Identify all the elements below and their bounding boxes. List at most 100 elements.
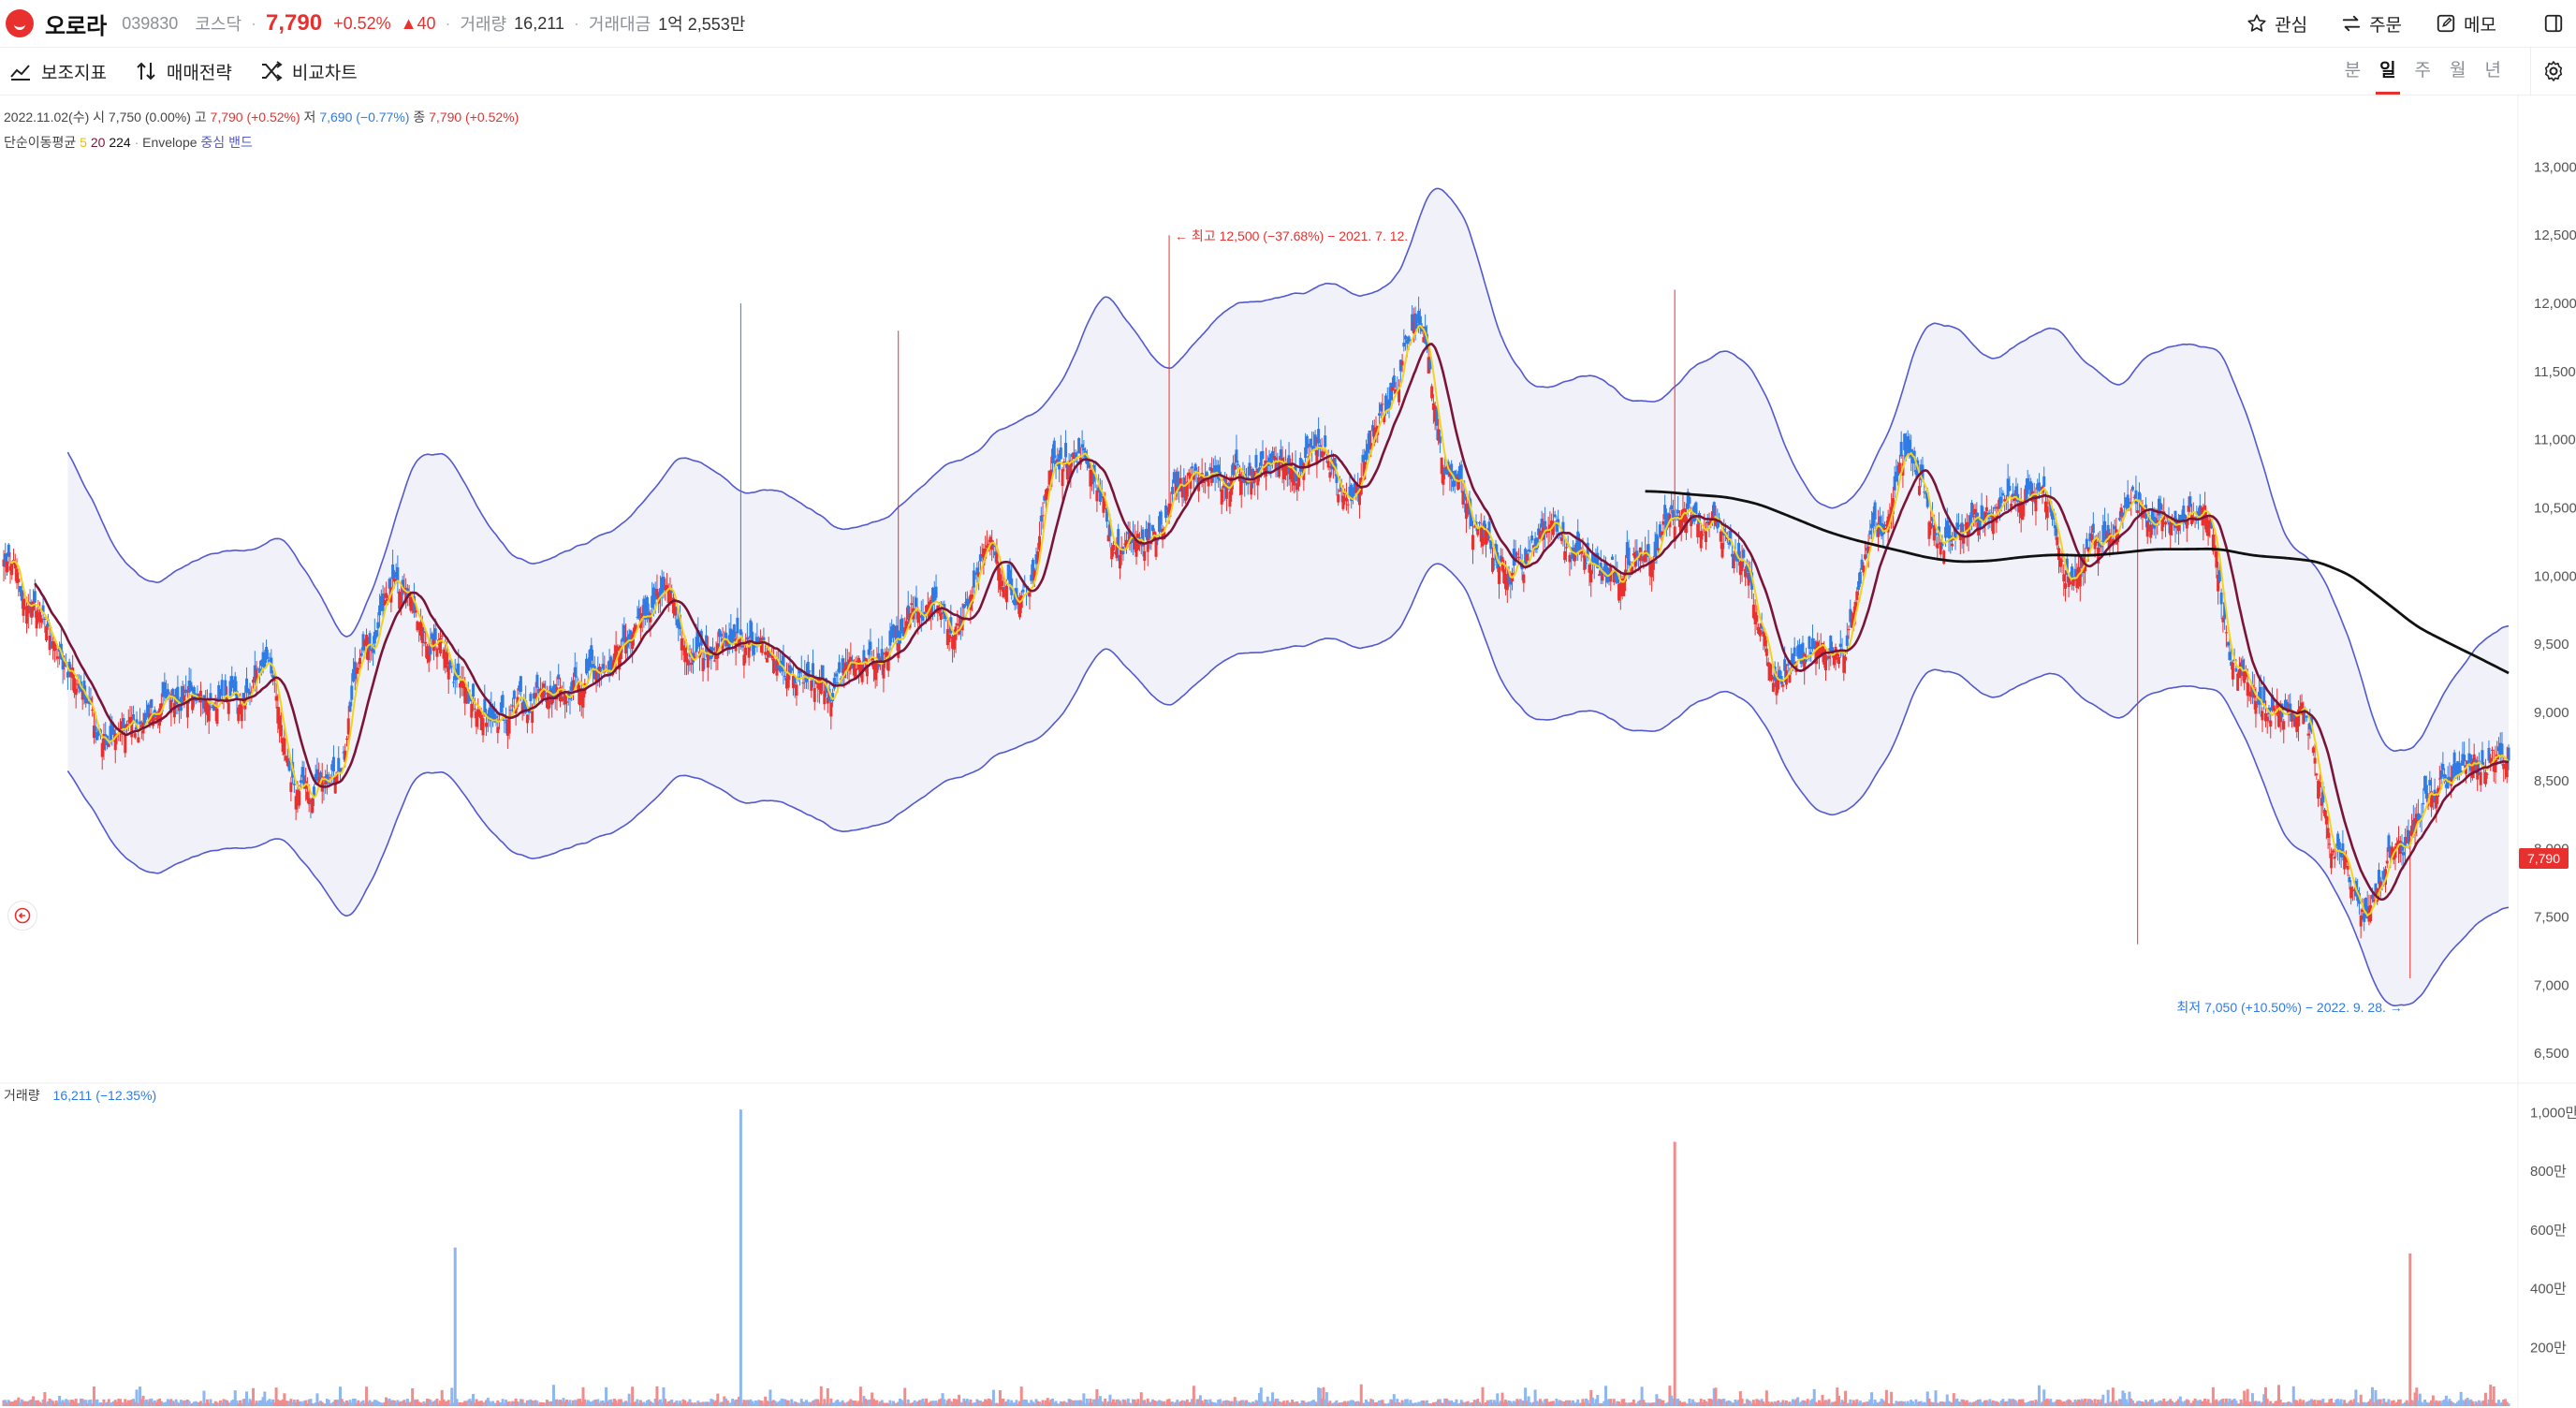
volume-bar [2441,1400,2445,1406]
period-day[interactable]: 일 [2375,48,2401,95]
chart-area[interactable]: 13,000 12,500 12,000 11,500 11,000 10,500 10,0… [0,95,2576,1408]
period-year[interactable]: 년 [2484,61,2501,81]
volume-bar [2071,1402,2074,1406]
volume-bar [2433,1401,2437,1406]
candle-body [2346,866,2349,870]
volume-bar [12,1401,16,1406]
volume-bar [1411,1402,1414,1406]
candle-body [758,638,762,644]
memo-button[interactable]: 메모 [2436,11,2496,37]
ma-label[interactable]: 단순이동평균 [4,135,77,150]
volume-bar [829,1398,833,1406]
volume-bar [1485,1402,1488,1406]
order-button[interactable]: 주문 [2341,11,2402,37]
volume-bar [2123,1392,2127,1406]
volume-bar [1267,1401,1271,1406]
candle-body [2265,716,2269,722]
volume-bar [322,1403,326,1406]
compare-button[interactable]: 비교차트 [260,59,358,84]
candle-body [993,551,997,556]
volume-bar [1098,1396,1102,1406]
volume-bar [1479,1403,1483,1406]
volume-bar [329,1403,332,1406]
volume-bar [1074,1400,1077,1406]
volume-bar [2496,1402,2499,1406]
volume-bar [189,1403,193,1406]
watchlist-button[interactable]: 관심 [2247,11,2307,37]
volume-bar [1133,1399,1136,1406]
candle-body [1711,511,1715,520]
volume-bar [1535,1401,1539,1406]
candle-body [2328,843,2332,845]
candle-body [417,623,421,629]
volume-bar [834,1401,838,1406]
period-minute[interactable]: 분 [2344,61,2362,81]
volume-bar [1616,1401,1619,1406]
chart-settings-button[interactable] [2530,48,2576,95]
volume-bar [2313,1400,2317,1406]
candle-body [1842,655,1846,673]
side-panel-toggle[interactable] [2530,0,2576,47]
volume-bar [2204,1401,2208,1406]
volume-bar [1809,1400,1813,1406]
candle-body [38,611,42,623]
candle-body [636,616,639,618]
volume-bar [1137,1403,1141,1406]
candle-body [2344,856,2348,863]
volume-bar [168,1400,171,1406]
candle-body [1126,532,1130,535]
volume-bar [1208,1399,1212,1406]
period-week[interactable]: 주 [2414,61,2432,81]
volume-bar [972,1402,975,1406]
volume-bar [714,1400,718,1406]
candle-body [916,611,920,623]
candle-body [1105,507,1108,522]
candle-body [2043,501,2047,513]
volume-bar [450,1387,454,1406]
candle-body [1379,403,1383,412]
price-chart[interactable]: 13,00012,50012,00011,50011,00010,50010,0… [0,95,2576,1408]
candle-body [412,595,416,613]
candle-body [84,696,88,704]
envelope-label[interactable]: Envelope [142,135,198,150]
volume-tick-label: 1,000만 [2530,1105,2576,1121]
candle-body [2424,785,2428,799]
volume-bar [204,1402,208,1406]
volume-bar [1076,1400,1079,1406]
indicator-button[interactable]: 보조지표 [9,59,107,84]
volume-bar [43,1392,47,1406]
candle-body [1592,554,1596,565]
volume-bar [945,1400,949,1406]
candle-body [1402,342,1406,347]
candle-body [294,796,298,810]
volume-bar [56,1401,60,1406]
candle-body [1457,465,1461,479]
candle-body [2464,765,2467,774]
volume-bar [958,1394,961,1406]
scroll-back-button[interactable] [7,901,37,931]
candle-body [2341,843,2345,858]
volume-bar [412,1399,416,1406]
volume-bar [1655,1394,1659,1406]
candle-body [1235,449,1238,463]
candle-body [1041,515,1045,517]
candle-body [1279,449,1282,463]
candle-body [2428,780,2432,786]
volume-bar [1330,1402,1334,1406]
volume-bar [198,1401,202,1406]
volume-bar [1356,1401,1360,1406]
volume-bar [695,1403,698,1406]
volume-bar [2215,1399,2218,1406]
volume-bar [1424,1402,1427,1406]
candle-body [2210,519,2214,529]
volume-bar [2095,1402,2099,1406]
volume-bar [2116,1403,2120,1406]
stock-name[interactable]: 오로라 [45,13,108,39]
volume-bar [2110,1401,2114,1406]
strategy-button[interactable]: 매매전략 [135,59,232,84]
candle-body [156,711,160,719]
period-month[interactable]: 월 [2450,61,2466,81]
volume-bar [299,1401,302,1406]
volume-bar [754,1400,757,1406]
volume-bar [124,1399,127,1406]
